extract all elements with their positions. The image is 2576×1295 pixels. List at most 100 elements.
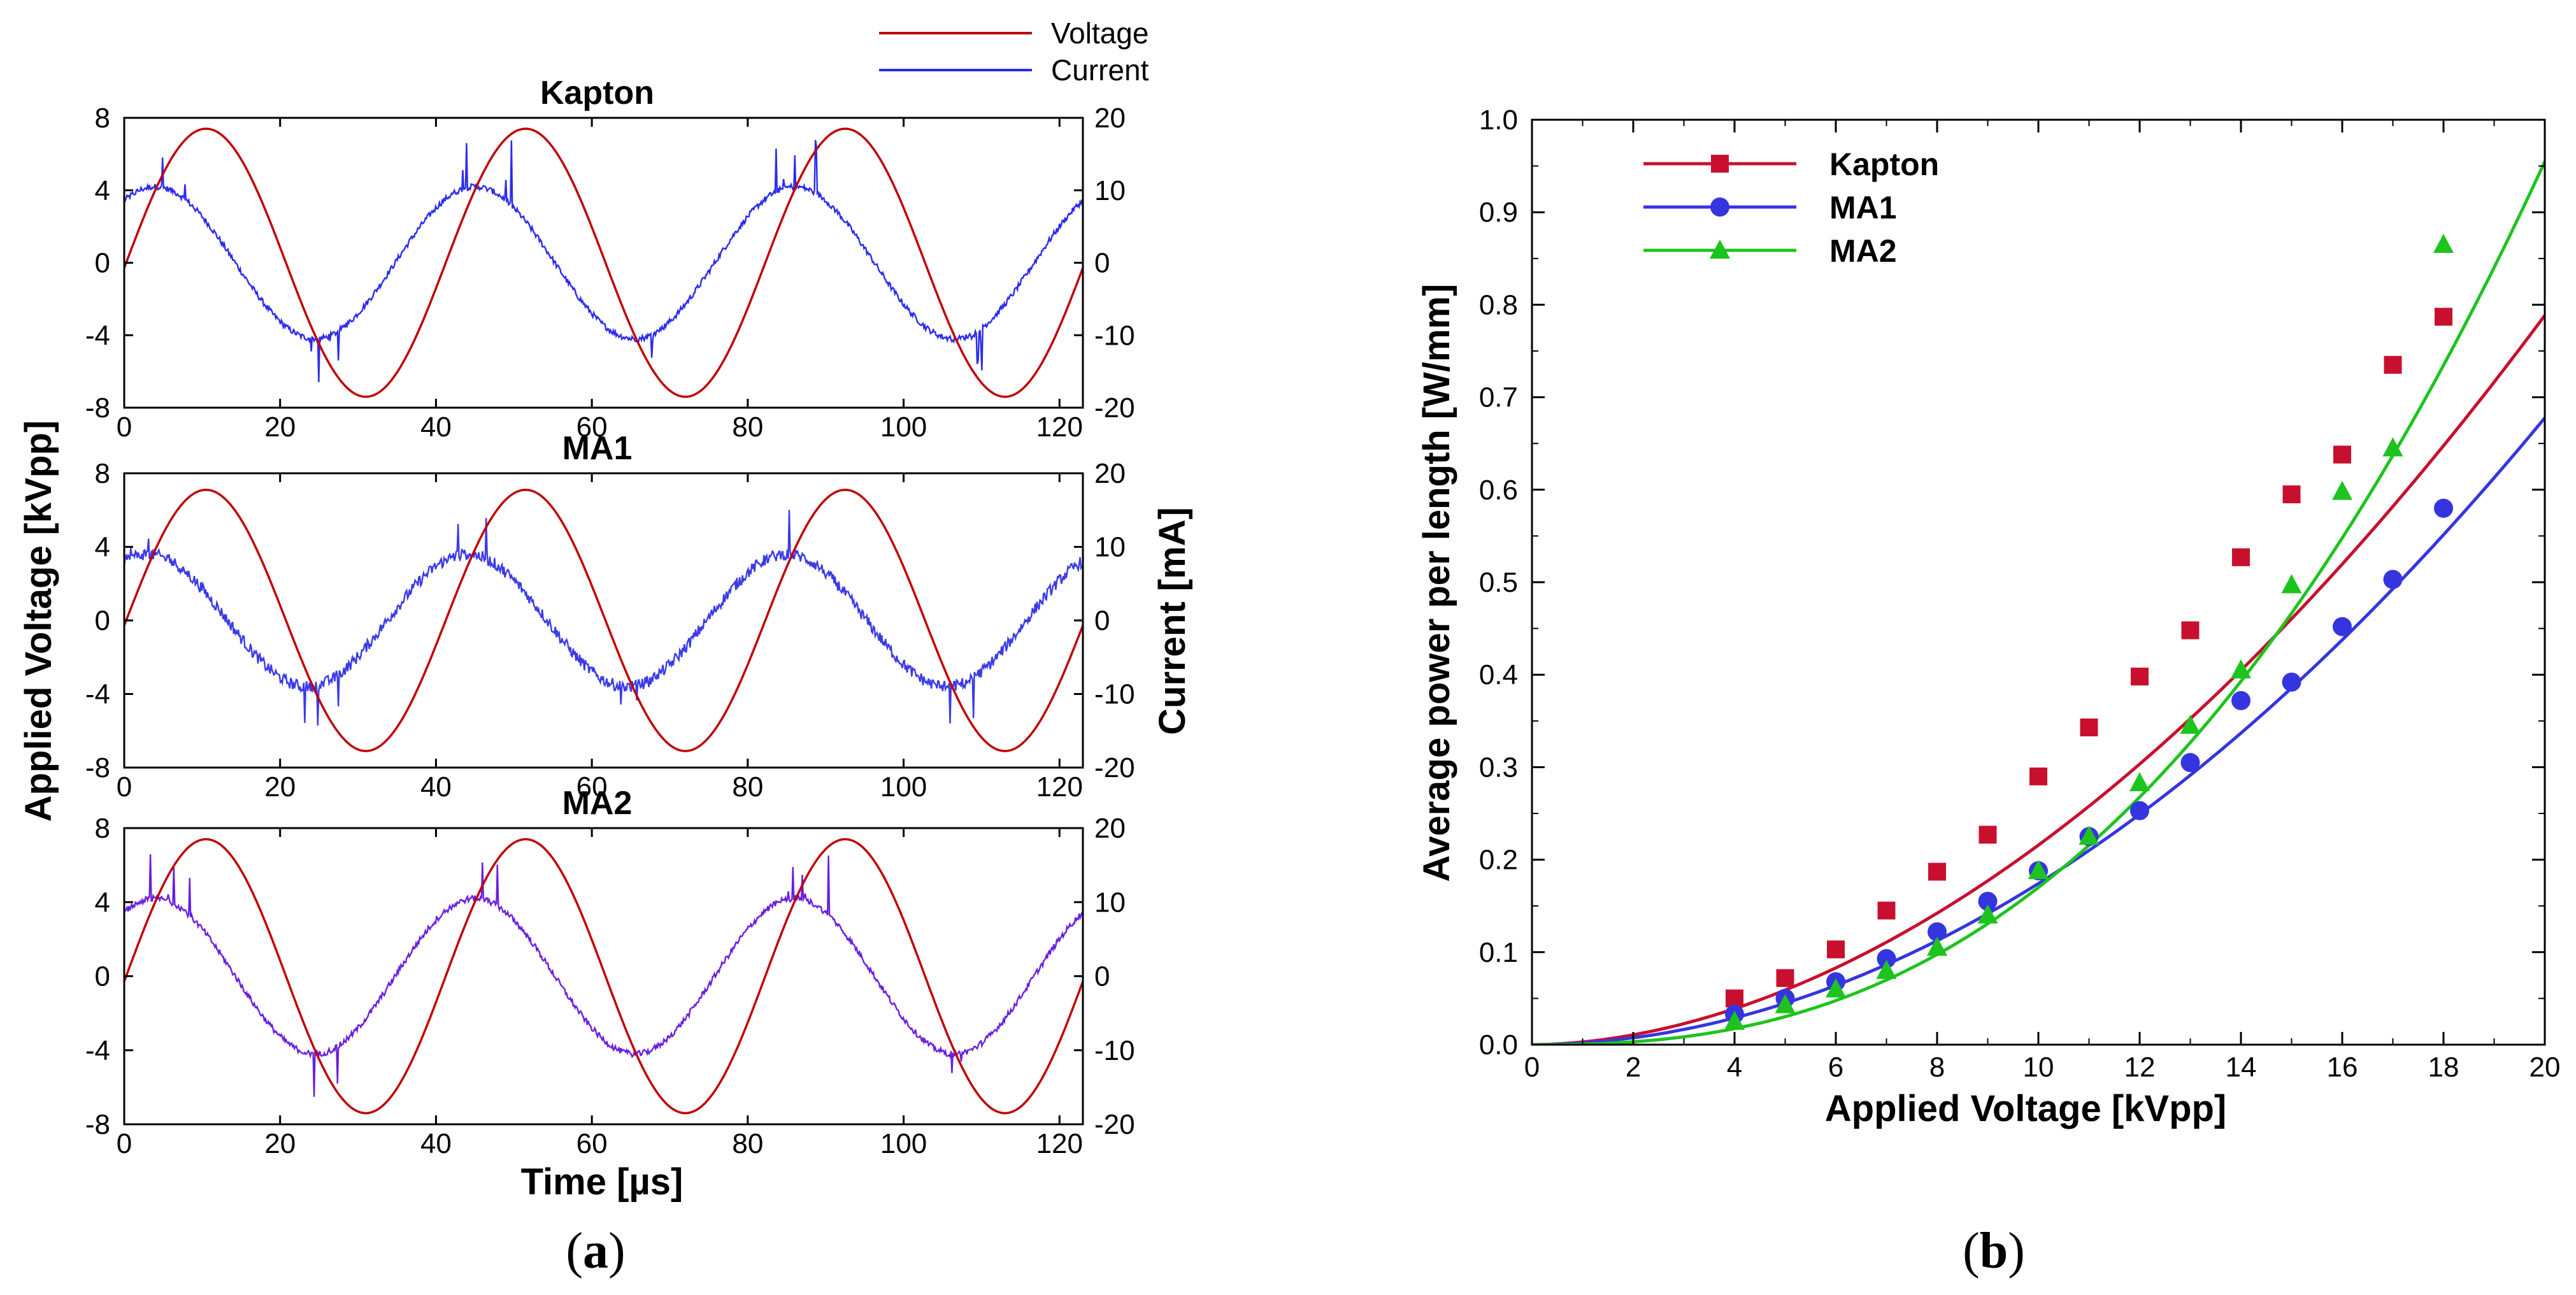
data-point-kapton xyxy=(1776,969,1794,987)
y-tick-label: 0.4 xyxy=(1479,659,1518,690)
x-tick-label: 10 xyxy=(2023,1052,2054,1083)
data-point-kapton xyxy=(2029,767,2047,785)
y2-tick-label: 10 xyxy=(1094,175,1126,206)
y-tick-label: 0.8 xyxy=(1479,289,1518,320)
data-point-ma1 xyxy=(1928,922,1947,941)
subplot-ma2: MA2 0 20 40 60 80 100 120 -8 -4 0 4 8 -20 -10 0 10 20 xyxy=(85,785,1135,1159)
legend-label: MA2 xyxy=(1829,233,1897,269)
x-tick-label: 20 xyxy=(264,411,296,443)
chart-b-power-vs-voltage: 0 2 4 6 8 10 12 14 16 18 20 0.0 0.1 0.2 0.3 0.4 0.5 0.6 0.… xyxy=(1416,104,2560,1129)
data-point-ma2 xyxy=(2382,437,2403,457)
data-point-kapton xyxy=(2181,621,2200,640)
legend-label: MA1 xyxy=(1829,190,1897,225)
y2-tick-label: 0 xyxy=(1094,248,1110,279)
x-axis-title: Time [µs] xyxy=(521,1161,683,1203)
voltage-trace xyxy=(124,838,1083,1115)
data-point-ma2 xyxy=(1977,904,1998,924)
data-point-ma1 xyxy=(1978,891,1998,911)
x-tick-label: 40 xyxy=(420,411,452,443)
legend-label-voltage: Voltage xyxy=(1051,17,1148,50)
y2-tick-label: 0 xyxy=(1094,605,1110,636)
data-point-ma2 xyxy=(1876,959,1897,979)
legend-marker xyxy=(1711,155,1729,173)
x-tick-label: 14 xyxy=(2226,1052,2257,1083)
y-axis-title: Applied Voltage [kVpp] xyxy=(18,420,59,822)
current-trace xyxy=(124,854,1083,1097)
x-tick-label: 2 xyxy=(1626,1052,1641,1083)
y2-tick-label: -20 xyxy=(1094,752,1135,783)
y-tick-label: 0 xyxy=(95,961,110,992)
y-tick-label: 0.5 xyxy=(1479,567,1518,598)
caption-b-letter: b xyxy=(1980,1223,2008,1279)
data-point-kapton xyxy=(2333,445,2351,464)
x-tick-label: 80 xyxy=(732,411,763,443)
current-trace xyxy=(124,510,1083,726)
series-ma2 xyxy=(1724,234,2454,1030)
data-point-kapton xyxy=(2435,308,2452,326)
x-tick-label: 12 xyxy=(2124,1052,2156,1083)
subplot-title: MA1 xyxy=(562,430,633,467)
data-point-kapton xyxy=(2080,718,2098,736)
data-point-ma2 xyxy=(2433,234,2454,254)
subplot-ma1: MA1 0 20 40 60 80 100 120 -8 -4 0 4 8 -20 -10 0 10 20 xyxy=(85,430,1135,803)
data-point-kapton xyxy=(1827,940,1845,959)
x-tick-label: 80 xyxy=(732,771,763,803)
subplot-title: MA2 xyxy=(562,785,633,822)
plot-frame xyxy=(123,472,1084,769)
y-tick-label: 0.3 xyxy=(1479,752,1518,783)
y2-tick-label: 0 xyxy=(1094,961,1110,992)
data-point-ma1 xyxy=(2130,801,2149,820)
data-point-ma1 xyxy=(2180,753,2200,773)
legend-marker xyxy=(1710,240,1730,259)
y2-tick-label: -10 xyxy=(1094,679,1135,710)
data-point-ma1 xyxy=(2333,617,2352,636)
y-axis-title: Average power per length [W/mm] xyxy=(1416,284,1457,882)
legend-label: Kapton xyxy=(1829,147,1939,182)
x-tick-label: 100 xyxy=(880,771,927,803)
legend-label-current: Current xyxy=(1051,54,1149,87)
data-point-kapton xyxy=(1726,989,1743,1008)
y-tick-label: 0 xyxy=(95,248,110,279)
data-point-ma1 xyxy=(2231,690,2250,710)
data-point-ma2 xyxy=(2028,860,2049,880)
data-point-ma1 xyxy=(1877,948,1896,968)
data-point-ma2 xyxy=(2231,659,2251,678)
subplot-kapton: Kapton 0 20 40 60 80 100 120 -8 -4 0 4 8 -20 -10 0 10 20 xyxy=(85,75,1135,443)
x-tick-label: 120 xyxy=(1036,411,1083,443)
data-point-ma1 xyxy=(2434,498,2453,518)
y2-tick-label: -20 xyxy=(1094,392,1135,424)
x-tick-label: 120 xyxy=(1036,1128,1083,1159)
data-point-kapton xyxy=(2384,355,2402,374)
x-tick-label: 40 xyxy=(420,1128,452,1159)
y-tick-label: 0.1 xyxy=(1479,937,1518,968)
x-tick-label: 0 xyxy=(1524,1052,1540,1083)
caption-a: (a) xyxy=(566,1223,625,1279)
y2-tick-label: -20 xyxy=(1094,1109,1135,1140)
legend-item-ma2: MA2 xyxy=(1643,233,1897,269)
y-tick-label: -4 xyxy=(85,679,110,710)
data-point-ma1 xyxy=(2383,569,2403,589)
data-point-kapton xyxy=(2131,668,2149,686)
data-point-ma2 xyxy=(1775,994,1796,1013)
fit-line-kapton xyxy=(1532,314,2545,1045)
y2-tick-label: 20 xyxy=(1094,458,1126,489)
data-point-ma2 xyxy=(2079,826,2100,845)
y2-tick-label: 10 xyxy=(1094,532,1126,563)
plot-frame xyxy=(123,827,1084,1126)
x-tick-label: 40 xyxy=(420,771,452,803)
x-tick-label: 20 xyxy=(264,771,296,803)
data-point-ma2 xyxy=(1724,1010,1745,1030)
y-tick-label: 8 xyxy=(95,103,110,134)
y-tick-label: 4 xyxy=(95,532,110,563)
data-point-kapton xyxy=(1979,826,1997,844)
x-tick-label: 8 xyxy=(1929,1052,1945,1083)
x-tick-label: 0 xyxy=(117,411,132,443)
data-point-kapton xyxy=(1928,862,1946,881)
y-tick-label: 0.6 xyxy=(1479,475,1518,506)
y-tick-label: 8 xyxy=(95,458,110,489)
y-tick-label: -4 xyxy=(85,320,110,351)
caption-a-letter: a xyxy=(583,1223,608,1279)
y-tick-label: 0.2 xyxy=(1479,845,1518,876)
x-tick-label: 60 xyxy=(576,1128,608,1159)
